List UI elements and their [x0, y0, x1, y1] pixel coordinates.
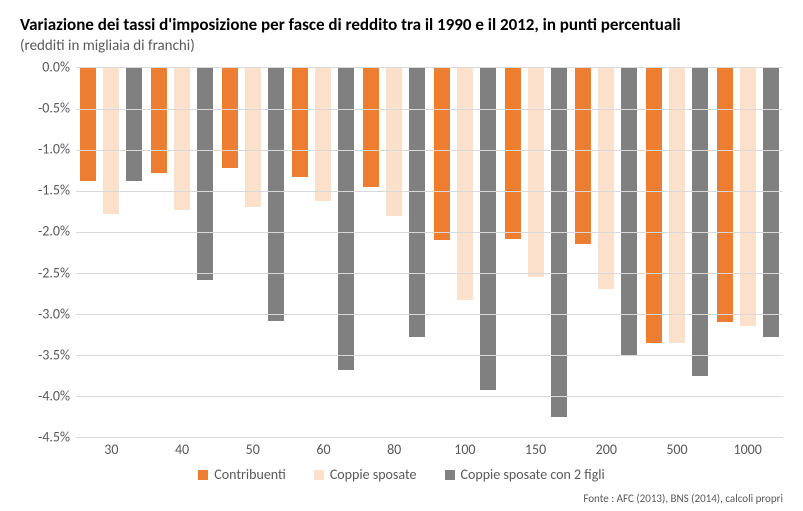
bar-groups: [76, 68, 783, 437]
gridline: [76, 232, 783, 233]
x-tick-label: 150: [500, 441, 571, 458]
bar: [292, 68, 308, 177]
bar: [338, 68, 354, 370]
y-tick-label: -3.0%: [20, 305, 70, 322]
legend-label: Coppie sposate: [330, 466, 417, 483]
y-tick-label: -4.5%: [20, 429, 70, 446]
x-tick-label: 60: [288, 441, 359, 458]
gridline: [76, 437, 783, 438]
gridline: [76, 191, 783, 192]
bar: [692, 68, 708, 376]
y-tick-label: -1.0%: [20, 141, 70, 158]
legend-swatch: [198, 470, 208, 480]
bar: [621, 68, 637, 355]
gridline: [76, 396, 783, 397]
bar-group: [500, 68, 571, 437]
bar: [222, 68, 238, 168]
legend-item: Coppie sposate con 2 figli: [445, 466, 605, 483]
source-text: Fonte : AFC (2013), BNS (2014), calcoli …: [583, 492, 783, 505]
bar-group: [359, 68, 430, 437]
y-tick-label: -2.0%: [20, 223, 70, 240]
legend-label: Contribuenti: [214, 466, 286, 483]
bar: [528, 68, 544, 277]
x-tick-label: 50: [217, 441, 288, 458]
chart-subtitle: (redditi in migliaia di franchi): [20, 37, 783, 55]
legend-item: Contribuenti: [198, 466, 286, 483]
bar: [740, 68, 756, 326]
bar: [103, 68, 119, 214]
gridline: [76, 355, 783, 356]
bar-group: [217, 68, 288, 437]
bar: [386, 68, 402, 216]
plot-wrap: 0.0%-0.5%-1.0%-1.5%-2.0%-2.5%-3.0%-3.5%-…: [20, 67, 783, 437]
bar-group: [288, 68, 359, 437]
y-tick-label: -4.0%: [20, 387, 70, 404]
legend: Contribuenti Coppie sposate Coppie sposate…: [20, 466, 783, 483]
chart-title: Variazione dei tassi d'imposizione per f…: [20, 14, 783, 35]
bar: [480, 68, 496, 390]
bar: [268, 68, 284, 321]
gridline: [76, 109, 783, 110]
gridline: [76, 273, 783, 274]
x-tick-label: 1000: [712, 441, 783, 458]
bar: [151, 68, 167, 173]
bar: [434, 68, 450, 240]
x-tick-label: 80: [359, 441, 430, 458]
y-axis: 0.0%-0.5%-1.0%-1.5%-2.0%-2.5%-3.0%-3.5%-…: [20, 67, 76, 437]
bar-group: [76, 68, 147, 437]
bar: [505, 68, 521, 239]
bar-group: [571, 68, 642, 437]
y-tick-label: -0.5%: [20, 100, 70, 117]
y-tick-label: -1.5%: [20, 182, 70, 199]
bar-group: [642, 68, 713, 437]
gridline: [76, 150, 783, 151]
y-tick-label: -3.5%: [20, 346, 70, 363]
legend-item: Coppie sposate: [314, 466, 417, 483]
bar: [457, 68, 473, 300]
bar: [126, 68, 142, 181]
bar: [174, 68, 190, 210]
legend-swatch: [314, 470, 324, 480]
x-tick-label: 100: [430, 441, 501, 458]
y-tick-label: -2.5%: [20, 264, 70, 281]
bar-group: [147, 68, 218, 437]
x-tick-label: 40: [147, 441, 218, 458]
legend-label: Coppie sposate con 2 figli: [461, 466, 605, 483]
x-tick-label: 500: [642, 441, 713, 458]
bar: [245, 68, 261, 207]
chart-container: Variazione dei tassi d'imposizione per f…: [0, 0, 803, 511]
bar: [551, 68, 567, 417]
bar: [717, 68, 733, 322]
bar: [80, 68, 96, 181]
bar: [315, 68, 331, 201]
bar: [197, 68, 213, 280]
bar: [575, 68, 591, 244]
y-tick-label: 0.0%: [20, 59, 70, 76]
bar-group: [712, 68, 783, 437]
plot-area: [76, 67, 783, 437]
bar: [598, 68, 614, 289]
legend-swatch: [445, 470, 455, 480]
gridline: [76, 314, 783, 315]
bar-group: [430, 68, 501, 437]
x-tick-label: 30: [76, 441, 147, 458]
x-tick-label: 200: [571, 441, 642, 458]
bar: [363, 68, 379, 187]
x-axis: 30405060801001502005001000: [76, 441, 783, 458]
